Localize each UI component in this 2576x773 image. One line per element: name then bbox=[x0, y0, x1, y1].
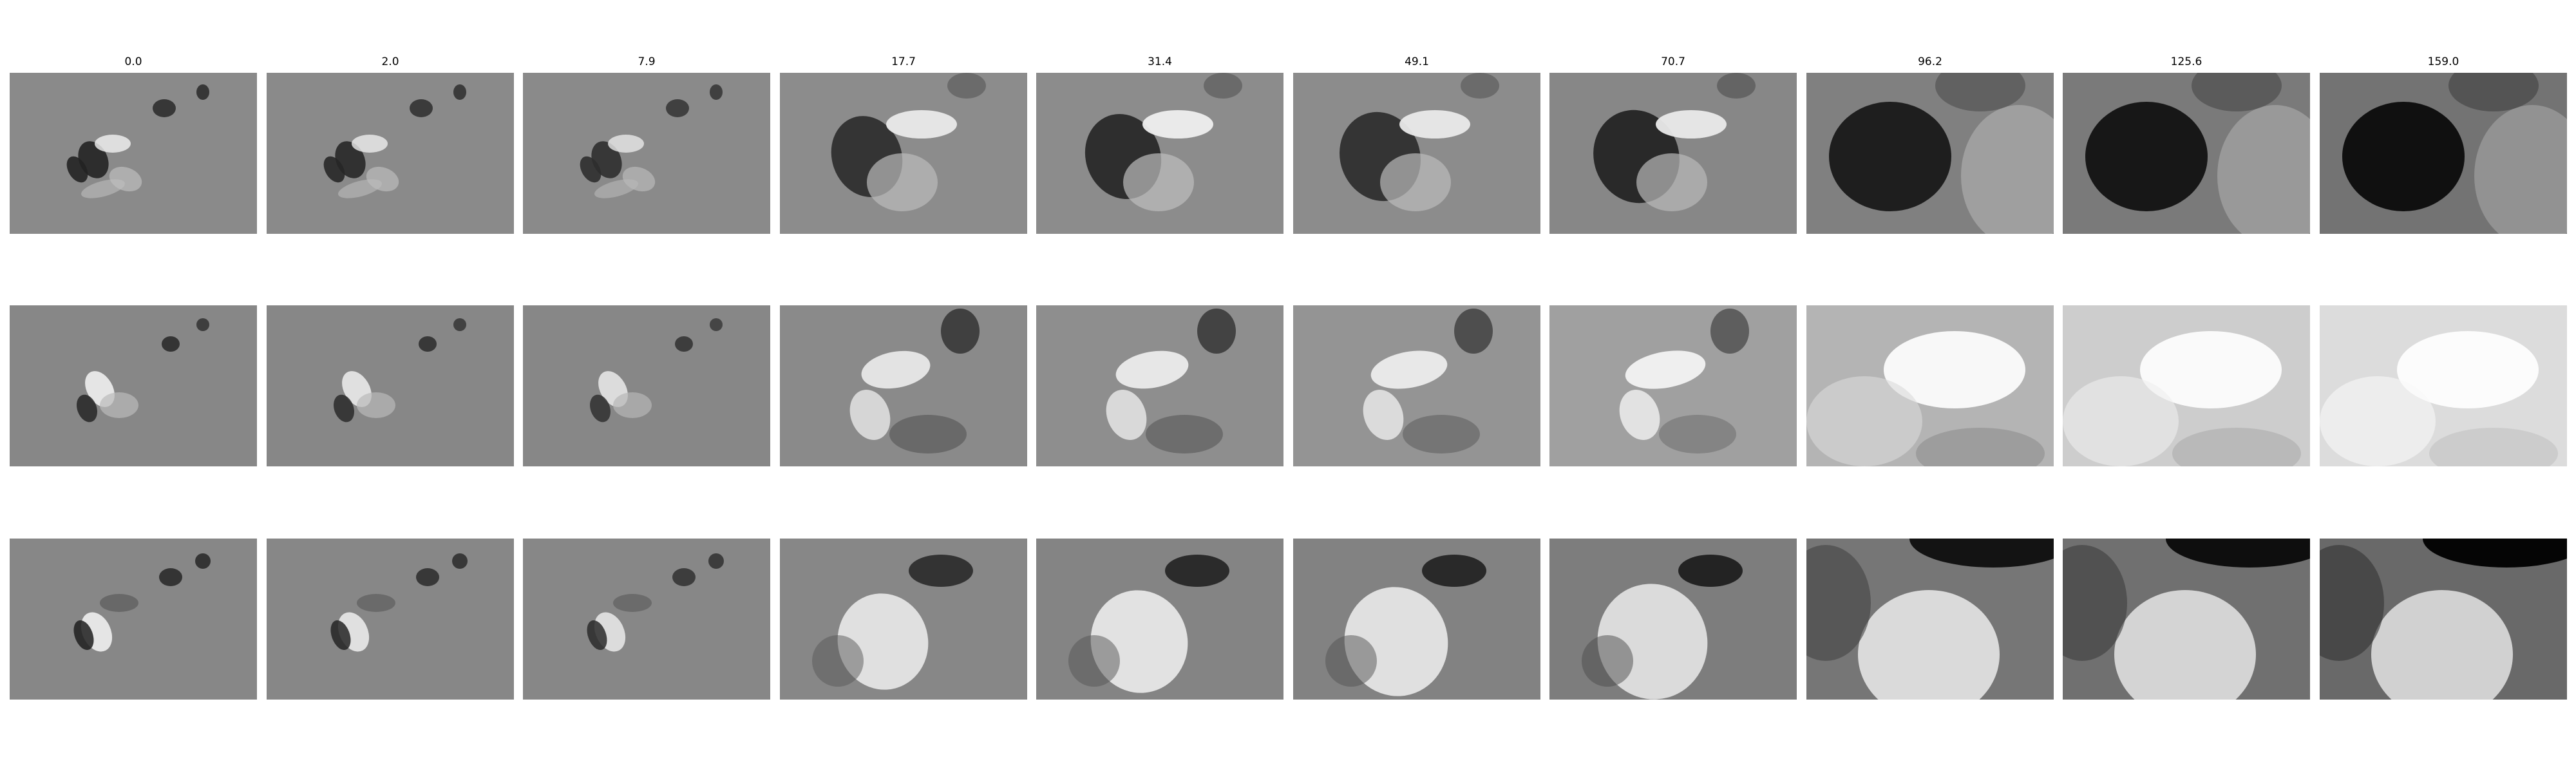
panel-image bbox=[523, 539, 770, 700]
panel-image bbox=[1549, 539, 1797, 700]
panel-image bbox=[2063, 305, 2310, 466]
panel-image bbox=[2320, 305, 2567, 466]
image-panel bbox=[1806, 73, 2054, 234]
image-panel bbox=[267, 539, 514, 700]
image-panel bbox=[523, 539, 770, 700]
column-title: 0.0 bbox=[124, 55, 142, 68]
panel-image bbox=[1293, 539, 1540, 700]
image-panel bbox=[2320, 305, 2567, 466]
image-panel bbox=[1293, 539, 1540, 700]
column-title: 2.0 bbox=[381, 55, 399, 68]
image-panel bbox=[1549, 305, 1797, 466]
panel-image bbox=[1549, 73, 1797, 234]
image-panel bbox=[1036, 539, 1283, 700]
image-panel bbox=[780, 305, 1027, 466]
image-panel bbox=[523, 305, 770, 466]
image-panel bbox=[1293, 73, 1540, 234]
column-title: 17.7 bbox=[891, 55, 916, 68]
image-panel bbox=[1293, 305, 1540, 466]
image-panel bbox=[2063, 73, 2310, 234]
image-panel bbox=[2320, 539, 2567, 700]
column-title: 49.1 bbox=[1405, 55, 1429, 68]
image-panel bbox=[1806, 305, 2054, 466]
panel-image bbox=[10, 539, 257, 700]
image-panel bbox=[1549, 539, 1797, 700]
image-panel bbox=[2063, 539, 2310, 700]
panel-image bbox=[267, 305, 514, 466]
panel-image bbox=[1806, 539, 2054, 700]
panel-image bbox=[523, 73, 770, 234]
panel-image bbox=[780, 539, 1027, 700]
image-panel bbox=[1806, 539, 2054, 700]
image-panel bbox=[1036, 73, 1283, 234]
column-title: 96.2 bbox=[1918, 55, 1942, 68]
image-panel bbox=[10, 73, 257, 234]
image-panel bbox=[1036, 305, 1283, 466]
image-panel bbox=[10, 305, 257, 466]
image-panel bbox=[780, 73, 1027, 234]
panel-image bbox=[1293, 305, 1540, 466]
panel-image bbox=[1293, 73, 1540, 234]
panel-image bbox=[1036, 305, 1283, 466]
column-title: 7.9 bbox=[638, 55, 656, 68]
column-title: 125.6 bbox=[2170, 55, 2202, 68]
image-panel bbox=[267, 305, 514, 466]
panel-image bbox=[1806, 73, 2054, 234]
panel-image bbox=[2063, 539, 2310, 700]
panel-image bbox=[10, 73, 257, 234]
image-panel bbox=[2063, 305, 2310, 466]
panel-image bbox=[1036, 73, 1283, 234]
panel-image bbox=[10, 305, 257, 466]
column-title: 70.7 bbox=[1661, 55, 1685, 68]
column-title: 159.0 bbox=[2427, 55, 2459, 68]
panel-image bbox=[267, 73, 514, 234]
panel-image bbox=[1549, 305, 1797, 466]
panel-image bbox=[2063, 73, 2310, 234]
panel-image bbox=[523, 305, 770, 466]
panel-image bbox=[2320, 73, 2567, 234]
image-panel bbox=[1549, 73, 1797, 234]
panel-image bbox=[1806, 305, 2054, 466]
panel-image bbox=[1036, 539, 1283, 700]
image-panel bbox=[267, 73, 514, 234]
panel-image bbox=[780, 73, 1027, 234]
panel-image bbox=[780, 305, 1027, 466]
panel-image bbox=[267, 539, 514, 700]
image-panel bbox=[780, 539, 1027, 700]
image-panel bbox=[2320, 73, 2567, 234]
panel-image bbox=[2320, 539, 2567, 700]
column-title: 31.4 bbox=[1148, 55, 1172, 68]
image-panel bbox=[10, 539, 257, 700]
image-panel bbox=[523, 73, 770, 234]
